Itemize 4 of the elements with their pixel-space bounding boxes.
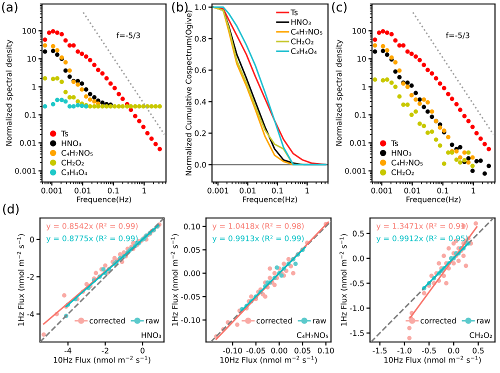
chart-title: (d) [3, 204, 19, 216]
chart-title: (a) [2, 2, 18, 14]
chart-title: (b) [172, 2, 188, 14]
chart-title: (c) [332, 2, 347, 14]
